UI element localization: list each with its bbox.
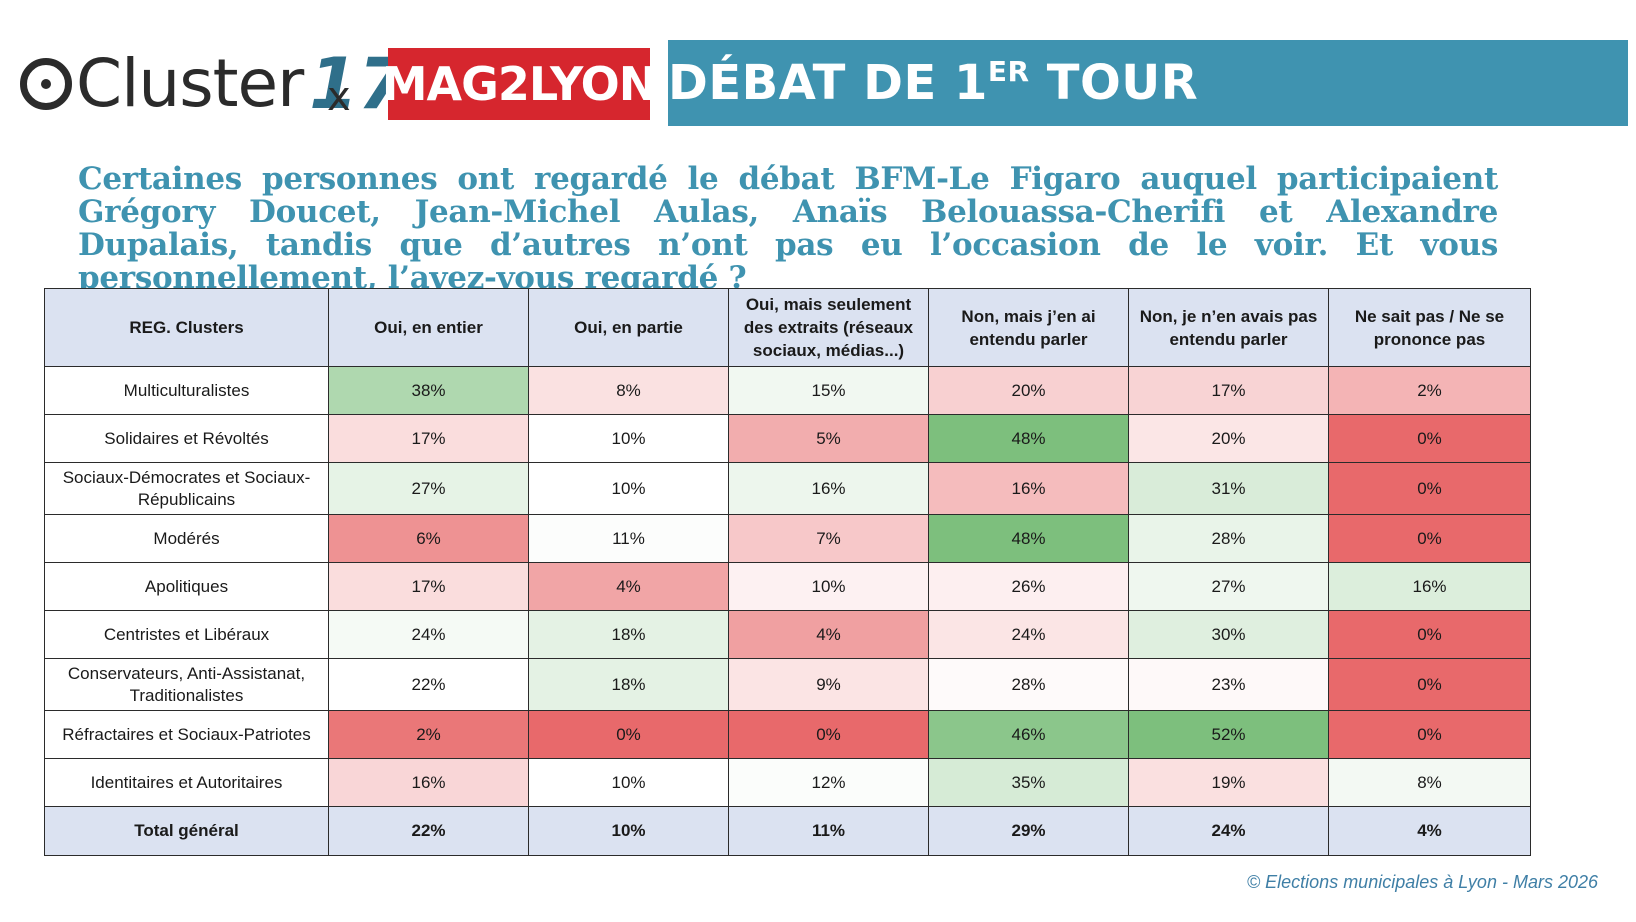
value-cell: 31% xyxy=(1128,462,1329,515)
total-cell: 22% xyxy=(328,806,529,856)
table-row: Modérés 6% 11% 7% 48% 28% 0% xyxy=(44,514,1531,563)
table-row: Sociaux-Démocrates et Sociaux-Républicai… xyxy=(44,462,1531,515)
value-cell: 18% xyxy=(528,610,729,659)
table-row: Centristes et Libéraux 24% 18% 4% 24% 30% 0% xyxy=(44,610,1531,659)
value-cell: 24% xyxy=(328,610,529,659)
value-cell: 0% xyxy=(728,710,929,759)
row-label: Sociaux-Démocrates et Sociaux-Républicai… xyxy=(44,462,329,515)
value-cell: 16% xyxy=(1328,562,1531,611)
logo-separator: x xyxy=(327,74,351,120)
title-banner: DÉBAT DE 1ER TOUR xyxy=(668,40,1628,126)
value-cell: 16% xyxy=(728,462,929,515)
value-cell: 10% xyxy=(528,758,729,807)
value-cell: 4% xyxy=(528,562,729,611)
value-cell: 52% xyxy=(1128,710,1329,759)
value-cell: 46% xyxy=(928,710,1129,759)
value-cell: 30% xyxy=(1128,610,1329,659)
value-cell: 24% xyxy=(928,610,1129,659)
table-row: Multiculturalistes 38% 8% 15% 20% 17% 2% xyxy=(44,366,1531,415)
table-row: Identitaires et Autoritaires 16% 10% 12% 35%… xyxy=(44,758,1531,807)
total-cell: 11% xyxy=(728,806,929,856)
value-cell: 18% xyxy=(528,658,729,711)
column-header: Non, mais j’en ai entendu parler xyxy=(928,288,1129,367)
value-cell: 2% xyxy=(328,710,529,759)
row-label: Modérés xyxy=(44,514,329,563)
value-cell: 22% xyxy=(328,658,529,711)
value-cell: 0% xyxy=(1328,414,1531,463)
banner-title: DÉBAT DE 1ER TOUR xyxy=(668,55,1199,111)
value-cell: 15% xyxy=(728,366,929,415)
value-cell: 0% xyxy=(1328,658,1531,711)
mag2lyon-logo: MAG2LYON xyxy=(382,48,657,120)
column-header: Non, je n’en avais pas entendu parler xyxy=(1128,288,1329,367)
value-cell: 11% xyxy=(528,514,729,563)
value-cell: 17% xyxy=(328,562,529,611)
value-cell: 20% xyxy=(928,366,1129,415)
value-cell: 20% xyxy=(1128,414,1329,463)
value-cell: 16% xyxy=(328,758,529,807)
cluster17-logo: Cluster 17 xyxy=(20,44,407,124)
value-cell: 0% xyxy=(1328,710,1531,759)
value-cell: 10% xyxy=(528,414,729,463)
value-cell: 35% xyxy=(928,758,1129,807)
value-cell: 8% xyxy=(528,366,729,415)
value-cell: 16% xyxy=(928,462,1129,515)
value-cell: 10% xyxy=(728,562,929,611)
value-cell: 48% xyxy=(928,514,1129,563)
value-cell: 7% xyxy=(728,514,929,563)
table-row: Apolitiques 17% 4% 10% 26% 27% 16% xyxy=(44,562,1531,611)
cluster17-logo-text: Cluster xyxy=(76,45,304,122)
value-cell: 12% xyxy=(728,758,929,807)
value-cell: 0% xyxy=(1328,610,1531,659)
total-cell: 4% xyxy=(1328,806,1531,856)
table-row: Solidaires et Révoltés 17% 10% 5% 48% 20% 0% xyxy=(44,414,1531,463)
value-cell: 23% xyxy=(1128,658,1329,711)
table-header-row: REG. Clusters Oui, en entier Oui, en parti… xyxy=(44,288,1531,367)
results-table: REG. Clusters Oui, en entier Oui, en parti… xyxy=(44,288,1531,856)
table-row: Conservateurs, Anti-Assistanat, Traditio… xyxy=(44,658,1531,711)
total-row: Total général 22% 10% 11% 29% 24% 4% xyxy=(44,806,1531,856)
value-cell: 28% xyxy=(1128,514,1329,563)
value-cell: 27% xyxy=(1128,562,1329,611)
total-cell: 24% xyxy=(1128,806,1329,856)
row-label: Identitaires et Autoritaires xyxy=(44,758,329,807)
row-label: Réfractaires et Sociaux-Patriotes xyxy=(44,710,329,759)
row-label: Centristes et Libéraux xyxy=(44,610,329,659)
row-label: Conservateurs, Anti-Assistanat, Traditio… xyxy=(44,658,329,711)
row-label: Solidaires et Révoltés xyxy=(44,414,329,463)
value-cell: 48% xyxy=(928,414,1129,463)
value-cell: 8% xyxy=(1328,758,1531,807)
copyright-footer: © Elections municipales à Lyon - Mars 20… xyxy=(1246,872,1598,892)
row-label: Apolitiques xyxy=(44,562,329,611)
table-row: Réfractaires et Sociaux-Patriotes 2% 0% 0% 4… xyxy=(44,710,1531,759)
survey-question: Certaines personnes ont regardé le débat… xyxy=(78,161,1498,296)
row-label: Multiculturalistes xyxy=(44,366,329,415)
column-header: Ne sait pas / Ne se prononce pas xyxy=(1328,288,1531,367)
value-cell: 19% xyxy=(1128,758,1329,807)
value-cell: 28% xyxy=(928,658,1129,711)
value-cell: 0% xyxy=(1328,514,1531,563)
column-header: Oui, en entier xyxy=(328,288,529,367)
value-cell: 17% xyxy=(328,414,529,463)
value-cell: 9% xyxy=(728,658,929,711)
value-cell: 17% xyxy=(1128,366,1329,415)
value-cell: 5% xyxy=(728,414,929,463)
value-cell: 2% xyxy=(1328,366,1531,415)
value-cell: 0% xyxy=(528,710,729,759)
value-cell: 10% xyxy=(528,462,729,515)
total-cell: 10% xyxy=(528,806,729,856)
column-header-clusters: REG. Clusters xyxy=(44,288,329,367)
total-cell: 29% xyxy=(928,806,1129,856)
value-cell: 0% xyxy=(1328,462,1531,515)
value-cell: 38% xyxy=(328,366,529,415)
cluster17-logo-mark xyxy=(20,58,72,110)
value-cell: 4% xyxy=(728,610,929,659)
total-label: Total général xyxy=(44,806,329,856)
value-cell: 26% xyxy=(928,562,1129,611)
column-header: Oui, en partie xyxy=(528,288,729,367)
column-header: Oui, mais seulement des extraits (réseau… xyxy=(728,288,929,367)
value-cell: 6% xyxy=(328,514,529,563)
value-cell: 27% xyxy=(328,462,529,515)
